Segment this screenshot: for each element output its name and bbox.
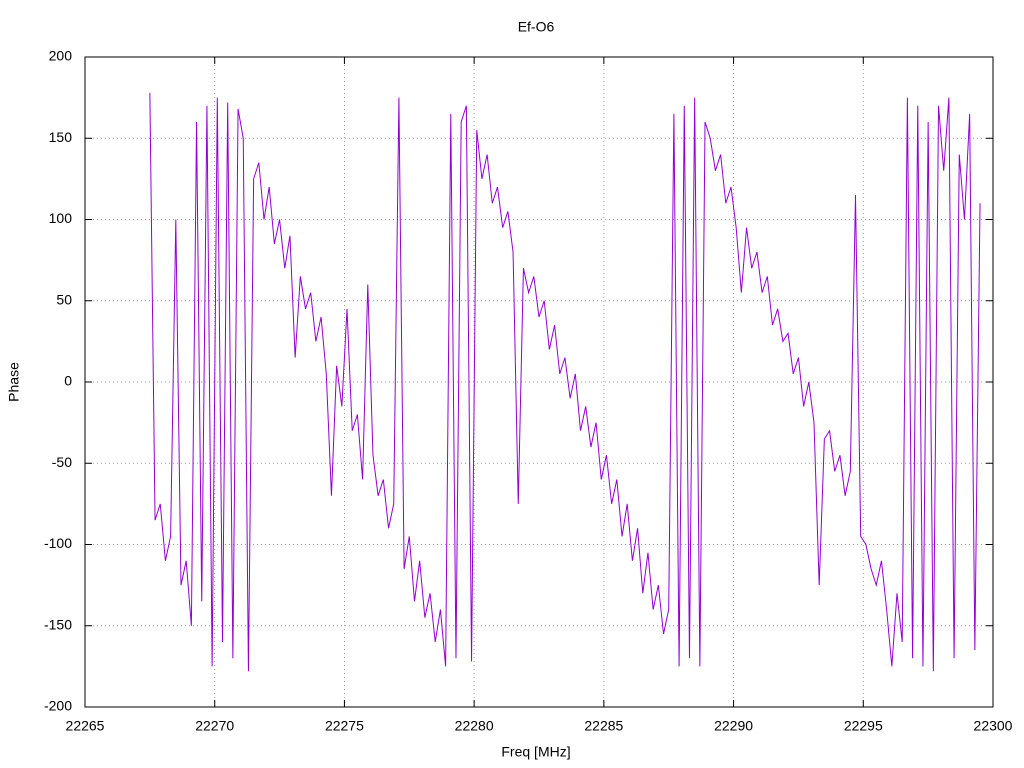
y-axis-label: Phase — [6, 362, 22, 402]
y-tick-label: 50 — [56, 291, 72, 307]
x-tick-label: 22290 — [714, 718, 753, 734]
x-tick-label: 22280 — [455, 718, 494, 734]
x-tick-label: 22295 — [844, 718, 883, 734]
y-tick-label: -50 — [52, 454, 72, 470]
x-tick-label: 22265 — [66, 718, 105, 734]
x-tick-label: 22300 — [974, 718, 1013, 734]
data-line — [149, 92, 981, 672]
plot-border — [84, 56, 994, 708]
y-tick-label: 0 — [64, 373, 72, 389]
x-tick-label: 22270 — [195, 718, 234, 734]
axes: -200 -150 -100 -50 0 50 100 150 200 22265 22270 222… — [44, 48, 1013, 734]
y-tick-label: 100 — [49, 210, 73, 226]
x-tick-label: 22275 — [325, 718, 364, 734]
x-axis-label: Freq [MHz] — [501, 744, 570, 760]
plot-data — [149, 92, 981, 672]
y-tick-label: 150 — [49, 129, 73, 145]
y-tick-label: 200 — [49, 48, 73, 64]
x-tick-label: 22285 — [584, 718, 623, 734]
y-tick-label: -200 — [44, 698, 72, 714]
y-tick-label: -150 — [44, 616, 72, 632]
chart-title: Ef-O6 — [518, 19, 555, 35]
y-tick-label: -100 — [44, 535, 72, 551]
